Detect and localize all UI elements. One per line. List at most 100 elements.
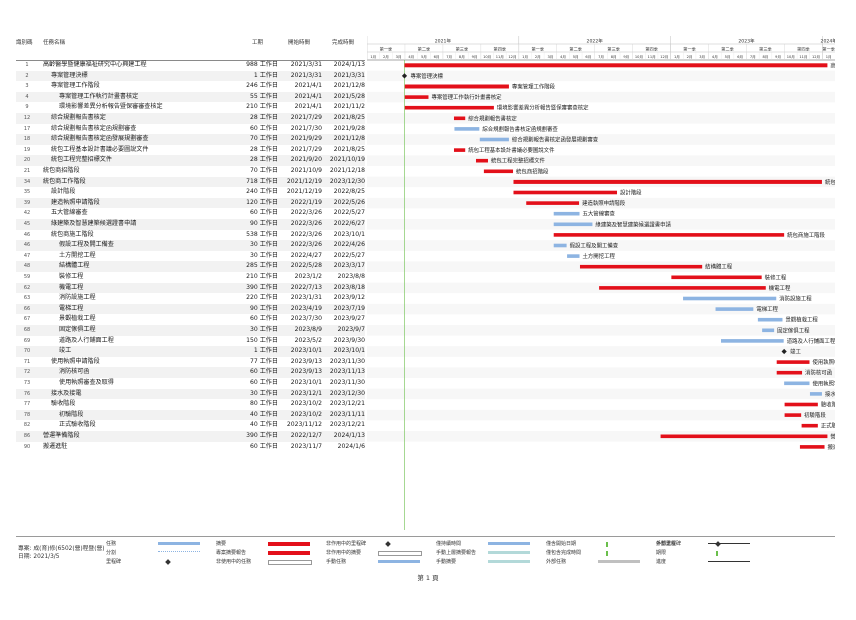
task-end: 2021/8/25 [333,145,365,153]
task-bar-label: 景觀植栽工程 [785,316,818,324]
task-bar-label: 統包商工作階段 [825,178,835,186]
task-end: 2024/1/6 [337,442,365,450]
table-row[interactable]: 1 高齡醫學暨健康福祉研究中心興建工程 988 工作日 2021/3/31 2024/1… [16,60,365,71]
project-name: 專案: 成(育)修(6502(營)程暨(營) [18,546,105,552]
task-duration: 60 工作日 [250,368,278,376]
task-bar-label: 消防設施工程 [779,295,812,303]
gantt-row-band [367,240,835,251]
table-row[interactable]: 78 初驗階段 40 工作日 2023/10/2 2023/11/11 [16,409,365,421]
task-id: 1 [25,62,29,68]
task-start: 2022/7/13 [290,283,322,291]
task-id: 47 [23,252,31,259]
task-id: 3 [25,83,29,90]
table-row[interactable]: 48 結構體工程 285 工作日 2022/5/28 2023/3/17 [16,261,365,272]
table-row[interactable]: 39 建造執照申請階段 120 工作日 2022/1/19 2022/5/26 [16,197,365,209]
task-end: 2022/8/25 [333,188,365,196]
table-row[interactable]: 68 固定傢俱工程 30 工作日 2023/8/9 2023/9/7 [16,325,365,336]
table-row[interactable]: 35 設計階段 240 工作日 2021/12/19 2022/8/25 [16,187,365,198]
task-name: 道路及人行鋪面工程 [59,336,114,344]
critical-task-bar [671,275,762,280]
task-name: 初驗階段 [59,410,84,418]
task-duration: 90 工作日 [250,220,278,227]
critical-task-bar [579,264,703,269]
task-duration: 30 工作日 [250,251,278,259]
table-row[interactable]: 3 專案管理工作階段 246 工作日 2021/4/1 2021/12/8 [16,81,365,92]
task-end: 2022/5/27 [333,209,365,217]
table-row[interactable]: 86 營運準備階段 390 工作日 2022/12/7 2024/1/13 [16,431,365,442]
legend-label: 僅包含完成時間 [546,550,582,556]
year-label: 2021年 [435,38,452,45]
table-row[interactable]: 2 專案管理決標 1 工作日 2021/3/31 2021/3/31 [16,70,365,82]
table-row[interactable]: 19 統包工程基本設計書議必要圖說文件 28 工作日 2021/7/29 2021/8/… [16,145,365,156]
table-row[interactable]: 20 統包工程完整招標文件 28 工作日 2021/9/20 2021/10/19 [16,155,365,166]
table-row[interactable]: 73 使用執照審查及取得 60 工作日 2023/10/1 2023/11/30 [16,378,365,389]
task-duration: 60 工作日 [250,442,278,450]
table-row[interactable]: 90 搬遷進駐 60 工作日 2023/11/7 2024/1/6 [16,442,365,453]
table-row[interactable]: 17 綜合規劃報告書核定函規劃審查 60 工作日 2021/7/30 2021/9/28 [16,124,365,135]
quarter-label: 第三季 [759,45,772,52]
task-start: 2022/4/27 [290,251,322,259]
normal-task-bar [553,243,567,248]
table-row[interactable]: 45 綠建築及智慧建築候選證書申請 90 工作日 2022/3/26 2022/6/27 [16,219,365,230]
table-row[interactable]: 69 道路及人行鋪面工程 150 工作日 2023/5/2 2023/9/30 [16,336,365,347]
task-start: 2021/3/31 [290,71,322,79]
task-end: 2023/12/30 [329,177,365,185]
table-row[interactable]: 62 機電工程 390 工作日 2022/7/13 2023/8/18 [16,282,365,294]
table-row[interactable]: 46 假設工程及開工備查 30 工作日 2022/3/26 2022/4/26 [16,240,365,251]
task-id: 34 [23,178,31,185]
task-duration: 60 工作日 [250,124,278,132]
table-row[interactable]: 76 接水及接電 30 工作日 2023/12/1 2023/12/30 [16,388,365,400]
task-name: 消防核可函 [59,368,90,376]
task-end: 2021/12/8 [333,82,365,90]
gantt-row-band [367,91,835,103]
gantt-row-band [367,367,835,378]
legend-footer: 專案: 成(育)修(6502(營)程暨(營) 日期: 2021/3/5 任務 分割… [16,536,835,569]
task-bar-label: 初驗階段 [804,411,826,419]
table-row[interactable]: 70 竣工 1 工作日 2023/10/1 2023/10/1 [16,346,365,357]
task-name: 竣工 [59,347,72,355]
legend-item-deadline: 期限 [656,549,718,556]
table-row[interactable]: 71 使用執照申請階段 77 工作日 2023/9/13 2023/11/30 [16,357,365,368]
quarter-label: 第四季 [797,45,810,52]
task-name: 固定傢俱工程 [59,326,96,333]
task-end: 2023/9/27 [333,315,365,323]
table-row[interactable]: 66 電梯工程 90 工作日 2023/4/19 2023/7/19 [16,303,365,315]
table-row[interactable]: 67 景觀植栽工程 60 工作日 2023/7/30 2023/9/27 [16,314,365,325]
table-row[interactable]: 21 統包商招階段 70 工作日 2021/10/9 2021/12/18 [16,166,365,177]
task-start: 2023/8/9 [294,326,322,333]
table-row[interactable]: 34 統包商工作階段 718 工作日 2021/12/19 2023/12/30 [16,176,365,188]
table-row[interactable]: 77 驗收階段 80 工作日 2023/10/2 2023/12/21 [16,399,365,410]
month-label: 2月 [383,54,389,59]
normal-task-bar [720,339,784,343]
task-name: 統包工程完整招標文件 [51,156,112,164]
task-end: 2023/11/30 [329,357,365,365]
critical-task-bar [453,116,466,121]
table-row[interactable]: 9 環境影響差異分析報告暨保審審查核定 210 工作日 2021/4/1 2021/11… [16,102,365,113]
task-name: 結構體工程 [59,262,90,270]
task-name: 使用執照申請階段 [51,357,100,365]
task-bar-label: 正式驗收階段 [821,422,835,430]
table-row[interactable]: 63 消防設施工程 220 工作日 2023/1/31 2023/9/12 [16,293,365,304]
table-row[interactable]: 42 五大管線審查 60 工作日 2022/3/26 2022/5/27 [16,208,365,219]
task-duration: 70 工作日 [250,135,278,143]
task-name: 接水及接電 [51,389,82,397]
task-start: 2023/4/19 [290,304,322,312]
task-bar-label: 竣工 [790,348,801,356]
month-label: 4月 [408,54,414,59]
table-row[interactable]: 72 消防核可函 60 工作日 2023/9/13 2023/11/13 [16,367,365,378]
table-row[interactable]: 12 綜合規劃報告書核定 28 工作日 2021/7/29 2021/8/25 [16,113,365,124]
table-row[interactable]: 18 綜合規劃報告書核定函發展規劃審查 70 工作日 2021/9/29 2021/12… [16,134,365,145]
month-label: 9月 [623,54,629,59]
quarter-label: 第三季 [607,45,620,52]
quarter-label: 第四季 [645,45,658,52]
table-row[interactable]: 82 正式驗收階段 40 工作日 2023/11/12 2023/12/21 [16,420,365,431]
table-row[interactable]: 46 統包商施工階段 538 工作日 2022/3/26 2023/10/1 [16,230,365,241]
legend-swatch [378,550,422,556]
task-duration: 40 工作日 [250,410,278,418]
table-row[interactable]: 47 土方開挖工程 30 工作日 2022/4/27 2022/5/27 [16,251,365,262]
legend-swatch [158,541,200,545]
gantt-row-band [367,155,835,166]
task-bar-label: 消防核可函 [805,369,832,377]
table-row[interactable]: 59 裝修工程 210 工作日 2023/1/2 2023/8/8 [16,272,365,283]
table-row[interactable]: 4 專案管理工作執行計畫書核定 55 工作日 2021/4/1 2021/5/28 [16,91,365,103]
